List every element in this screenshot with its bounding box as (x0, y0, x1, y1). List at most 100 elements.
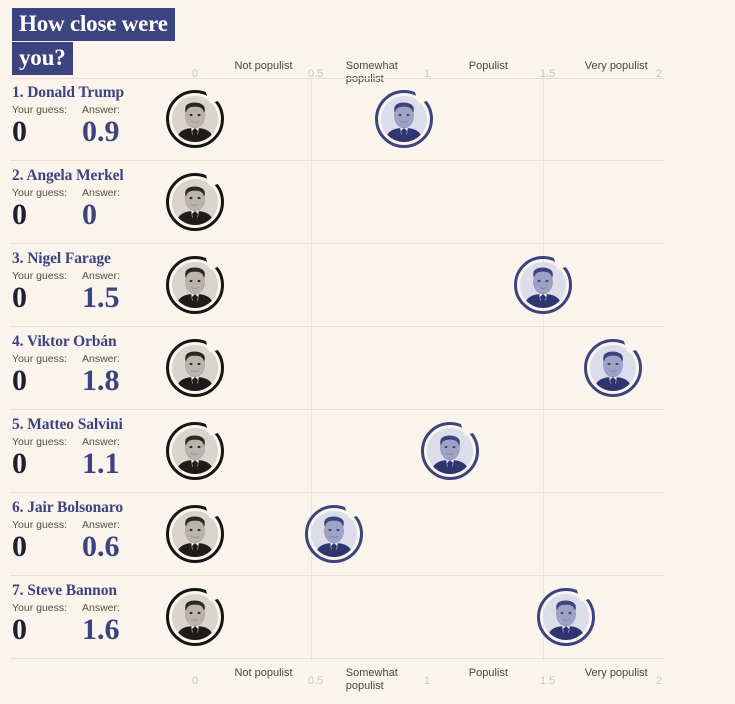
guess-ring-icon (166, 256, 224, 314)
axis-category-label: Not populist (234, 667, 293, 679)
axis-tick-0: 0 (192, 68, 199, 80)
answer-value: 1.6 (82, 613, 120, 646)
answer-stat: Answer: 1.1 (82, 436, 120, 479)
guess-ring-icon (166, 339, 224, 397)
axis-tick-0-5: 0.5 (308, 675, 324, 687)
your-guess-value: 0 (12, 115, 27, 148)
chart-row: 4. Viktor Orbán Your guess: 0 Answer: 1.8 (0, 327, 735, 410)
your-guess-caption: Your guess: (12, 270, 68, 282)
your-guess-caption: Your guess: (12, 602, 68, 614)
axis-category-label: Not populist (234, 60, 293, 72)
axis-tick-2: 2 (656, 675, 663, 687)
your-guess-caption: Your guess: (12, 104, 68, 116)
chart-row: 1. Donald Trump Your guess: 0 Answer: 0.9 (0, 78, 735, 161)
axis-category-label: Somewhat populist (345, 60, 398, 85)
answer-stat: Answer: 1.5 (82, 270, 120, 313)
answer-stat: Answer: 0.6 (82, 519, 120, 562)
chart-row: 3. Nigel Farage Your guess: 0 Answer: 1.5 (0, 244, 735, 327)
answer-ring-icon (305, 505, 364, 563)
row-separator (10, 492, 665, 493)
answer-ring-icon (222, 173, 280, 231)
answer-caption: Answer: (82, 519, 120, 531)
row-stats: Your guess: 0 Answer: 1.5 (12, 270, 172, 320)
axis-tick-2: 2 (656, 68, 663, 80)
row-person-label: 6. Jair Bolsonaro (12, 499, 162, 517)
guess-ring-icon (166, 588, 224, 646)
person-name: 4. Viktor Orbán (12, 333, 117, 350)
row-separator (10, 326, 665, 327)
your-guess-value: 0 (12, 281, 27, 314)
answer-value: 1.1 (82, 447, 120, 480)
row-separator (10, 160, 665, 161)
your-guess-stat: Your guess: 0 (12, 187, 67, 230)
row-person-label: 2. Angela Merkel (12, 167, 162, 185)
your-guess-stat: Your guess: 0 (12, 602, 67, 645)
axis-tick-1-5: 1.5 (540, 68, 556, 80)
row-separator (10, 409, 665, 410)
row-stats: Your guess: 0 Answer: 0 (12, 187, 172, 237)
row-person-label: 1. Donald Trump (12, 84, 162, 102)
answer-value: 0.9 (82, 115, 120, 148)
answer-stat: Answer: 1.8 (82, 353, 120, 396)
person-name: 7. Steve Bannon (12, 582, 117, 599)
row-stats: Your guess: 0 Answer: 0.6 (12, 519, 172, 569)
row-stats: Your guess: 0 Answer: 1.8 (12, 353, 172, 403)
your-guess-value: 0 (12, 530, 27, 563)
axis-tick-1-5: 1.5 (540, 675, 556, 687)
row-person-label: 7. Steve Bannon (12, 582, 162, 600)
answer-caption: Answer: (82, 104, 120, 116)
your-guess-value: 0 (12, 613, 27, 646)
guess-marker (166, 505, 224, 563)
person-name: 2. Angela Merkel (12, 167, 124, 184)
guess-marker (166, 339, 224, 397)
gridline (543, 78, 544, 660)
axis-tick-1: 1 (424, 675, 431, 687)
your-guess-stat: Your guess: 0 (12, 436, 67, 479)
axis-category-label: Very populist (584, 60, 648, 72)
answer-value: 1.8 (82, 364, 120, 397)
person-name: 1. Donald Trump (12, 84, 125, 101)
your-guess-stat: Your guess: 0 (12, 353, 67, 396)
guess-marker (166, 90, 224, 148)
axis-bottom: 0 0.5 1 1.5 2 Not populist Somewhat populist Po… (0, 665, 735, 695)
person-name: 3. Nigel Farage (12, 250, 111, 267)
row-separator (10, 575, 665, 576)
answer-value: 0.6 (82, 530, 120, 563)
your-guess-caption: Your guess: (12, 436, 68, 448)
your-guess-stat: Your guess: 0 (12, 104, 67, 147)
chart-row: 6. Jair Bolsonaro Your guess: 0 Answer: 0.6 (0, 493, 735, 576)
row-person-label: 5. Matteo Salvini (12, 416, 162, 434)
axis-tick-0-5: 0.5 (308, 68, 324, 80)
guess-ring-icon (166, 173, 224, 231)
answer-ring-icon (514, 256, 572, 314)
your-guess-value: 0 (12, 364, 27, 397)
guess-marker (166, 422, 224, 480)
answer-value: 1.5 (82, 281, 120, 314)
guess-marker (166, 173, 224, 231)
guess-ring-icon (166, 422, 224, 480)
row-separator (10, 658, 665, 659)
guess-ring-icon (166, 505, 224, 563)
answer-stat: Answer: 0 (82, 187, 120, 230)
answer-ring-icon (374, 90, 433, 148)
answer-caption: Answer: (82, 187, 120, 199)
guess-marker (166, 588, 224, 646)
person-name: 5. Matteo Salvini (12, 416, 123, 433)
answer-marker (583, 339, 642, 397)
row-separator (10, 243, 665, 244)
axis-tick-0: 0 (192, 675, 199, 687)
answer-marker (374, 90, 433, 148)
answer-marker (537, 588, 596, 646)
person-name: 6. Jair Bolsonaro (12, 499, 123, 516)
answer-stat: Answer: 0.9 (82, 104, 120, 147)
row-person-label: 4. Viktor Orbán (12, 333, 162, 351)
your-guess-caption: Your guess: (12, 353, 68, 365)
answer-ring-icon (583, 339, 642, 397)
answer-ring-icon (537, 588, 596, 646)
answer-caption: Answer: (82, 353, 120, 365)
axis-category-label: Somewhat populist (345, 667, 398, 692)
your-guess-stat: Your guess: 0 (12, 270, 67, 313)
chart-row: 5. Matteo Salvini Your guess: 0 Answer: 1.1 (0, 410, 735, 493)
answer-marker (514, 256, 572, 314)
axis-top: 0 0.5 1 1.5 2 Not populist Somewhat populist Po… (0, 60, 735, 90)
